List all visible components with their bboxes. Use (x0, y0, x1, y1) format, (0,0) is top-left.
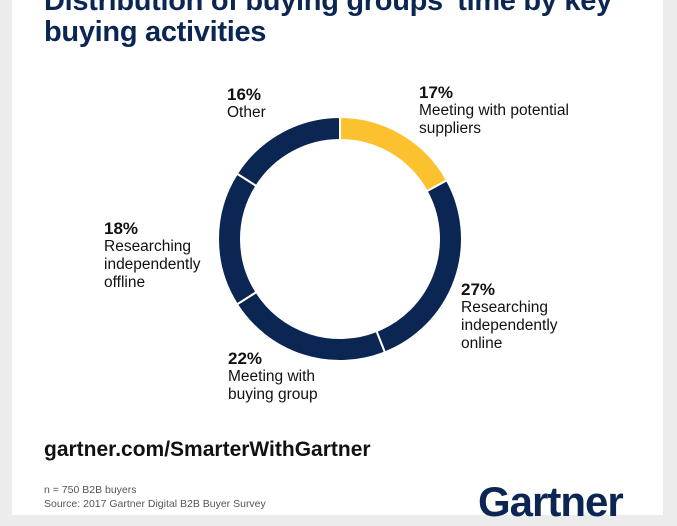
label-buying-group: 22% Meeting with buying group (228, 349, 318, 404)
label-other: 16% Other (227, 85, 266, 122)
footnote: n = 750 B2B buyers Source: 2017 Gartner D… (44, 484, 266, 510)
infographic-card (12, 0, 663, 515)
donut-slice-1 (375, 178, 463, 354)
gartner-logo: Gartner (478, 478, 624, 525)
label-offline: 18% Researching independently offline (104, 219, 201, 292)
donut-slice-4 (235, 115, 341, 188)
donut-slice-3 (217, 172, 258, 306)
label-online: 27% Researching independently online (461, 280, 558, 353)
label-suppliers: 17% Meeting with potential suppliers (419, 83, 569, 138)
chart-title: Distribution of buying groups' time by k… (44, 0, 612, 48)
donut-chart (217, 115, 463, 362)
source-link[interactable]: gartner.com/SmarterWithGartner (44, 438, 371, 461)
